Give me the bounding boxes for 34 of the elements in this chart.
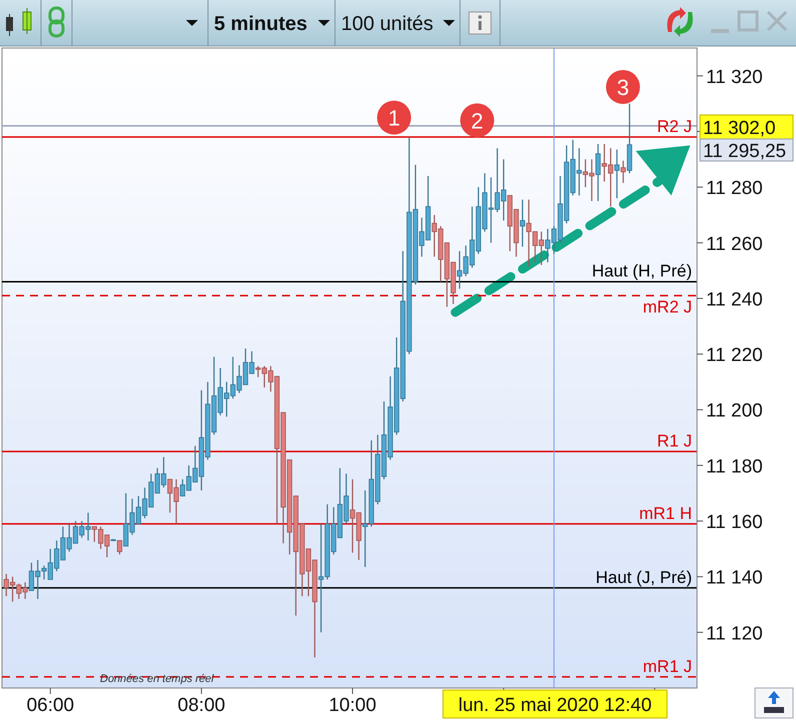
text: 11 295,25 — [703, 141, 786, 162]
annotation: 1 — [388, 106, 400, 131]
y-tick-label: 11 240 — [706, 289, 763, 310]
annotation: 2 — [471, 108, 484, 134]
ref-line-label: R2 J — [657, 117, 692, 136]
y-tick-label: 11 160 — [706, 512, 763, 534]
y-tick-label: 11 280 — [706, 178, 763, 200]
candlestick — [520, 199, 526, 248]
y-tick-label: 11 140 — [706, 568, 763, 589]
y-tick-label: 11 120 — [706, 623, 763, 644]
x-tick-label: 06:00 — [26, 695, 74, 716]
ref-line-label: Haut (H, Pré) — [592, 262, 692, 281]
chart-title: 5 minutes — [214, 13, 308, 35]
y-tick-label: 11 200 — [706, 400, 763, 422]
ref-line-label: mR2 J — [642, 298, 692, 317]
ref-line-label: mR1 J — [642, 656, 692, 676]
candlestick — [614, 148, 620, 199]
y-tick-label: 11 260 — [706, 234, 763, 255]
annotation: 3 — [616, 74, 630, 100]
annotation: Données en temps réel — [100, 673, 214, 685]
chart-subtitle: 100 unités — [341, 13, 434, 35]
ref-line-label: mR1 H — [639, 504, 692, 523]
x-tick-label: 08:00 — [178, 695, 226, 716]
ref-line-label: R1 J — [657, 431, 692, 450]
ref-line-label: Haut (J, Pré) — [596, 568, 692, 587]
text: lun. 25 mai 2020 12:40 — [458, 695, 652, 716]
y-tick-label: 11 180 — [706, 456, 763, 478]
candlestick — [595, 143, 601, 202]
text: 11 302,0 — [703, 118, 776, 139]
x-tick-label: 10:00 — [328, 695, 376, 716]
candlestick — [117, 540, 122, 556]
candlestick — [620, 160, 626, 184]
y-tick-label: 11 220 — [706, 345, 763, 366]
y-tick-label: 11 320 — [706, 66, 763, 88]
